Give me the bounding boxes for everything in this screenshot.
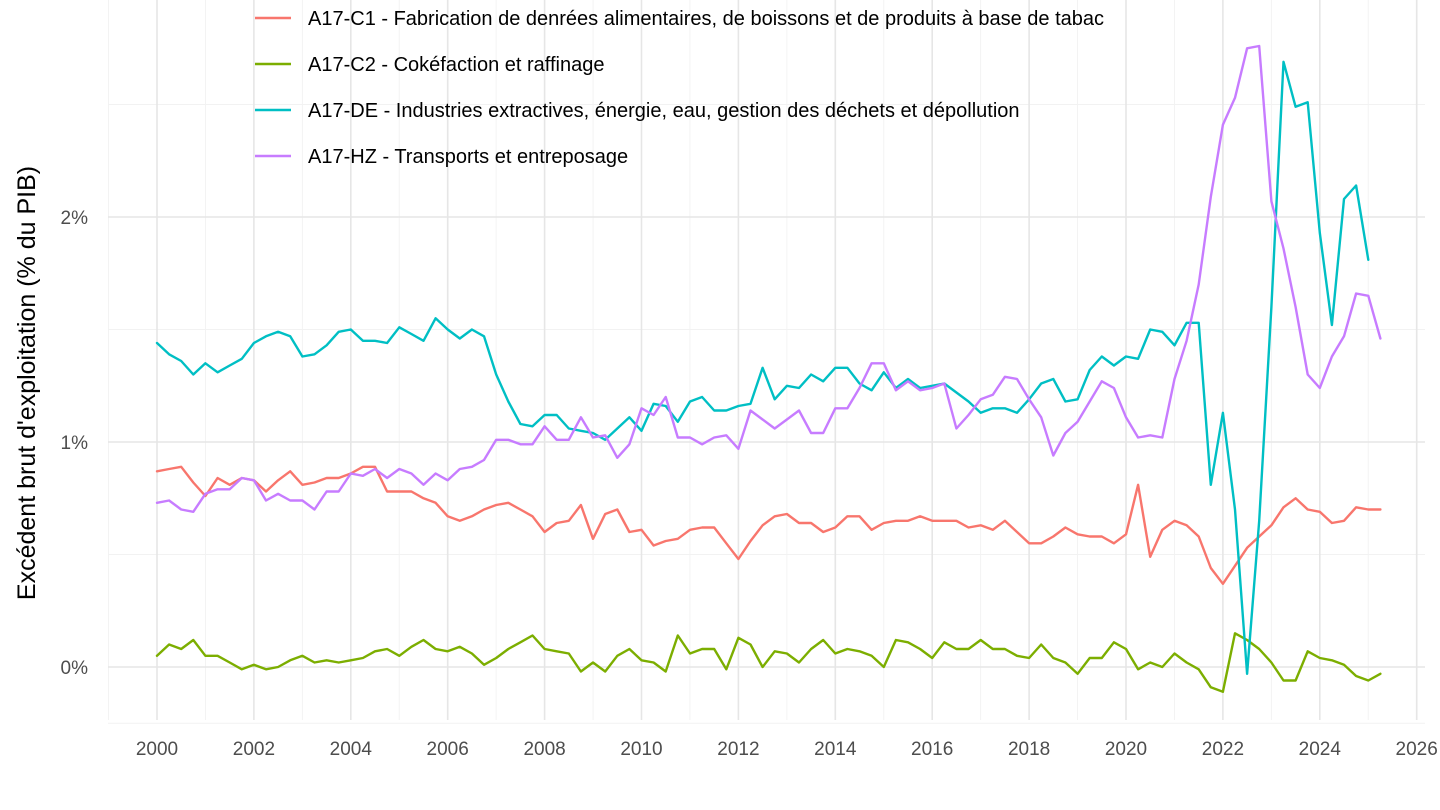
series-line-3 xyxy=(155,60,1370,675)
major-gridlines xyxy=(108,0,1425,720)
x-tick-label: 2020 xyxy=(1105,739,1147,760)
x-tick-label: 2022 xyxy=(1202,739,1244,760)
x-tick-label: 2024 xyxy=(1299,739,1342,760)
x-tick-label: 2004 xyxy=(330,739,373,760)
x-tick-label: 2008 xyxy=(523,739,565,760)
legend-item: A17-HZ - Transports et entreposage xyxy=(255,146,628,168)
x-tick-label: 2006 xyxy=(427,739,469,760)
x-tick-label: 2016 xyxy=(911,739,953,760)
x-tick-label: 2002 xyxy=(233,739,275,760)
x-tick-label: 2014 xyxy=(814,739,857,760)
legend-label: A17-DE - Industries extractives, énergie… xyxy=(308,100,1020,122)
legend-label: A17-C2 - Cokéfaction et raffinage xyxy=(308,54,604,76)
series-line-2 xyxy=(155,632,1382,693)
x-tick-label: 2000 xyxy=(136,739,178,760)
x-tick-label: 2012 xyxy=(717,739,759,760)
series-lines xyxy=(155,44,1382,693)
minor-gridlines xyxy=(108,0,1425,724)
y-tick-label: 1% xyxy=(61,433,89,454)
y-axis-tick-labels: 0% 1% 2% xyxy=(61,208,89,679)
y-axis-title: Excédent brut d'exploitation (% du PIB) xyxy=(13,166,41,600)
x-tick-label: 2026 xyxy=(1396,739,1438,760)
legend-item: A17-DE - Industries extractives, énergie… xyxy=(255,100,1020,122)
legend-label: A17-HZ - Transports et entreposage xyxy=(308,146,628,168)
x-axis-tick-labels: 2000 2002 2004 2006 2008 2010 2012 2014 2016 2018… xyxy=(136,739,1438,760)
legend: A17-C1 - Fabrication de denrées alimenta… xyxy=(255,8,1104,168)
legend-item: A17-C2 - Cokéfaction et raffinage xyxy=(255,54,604,76)
legend-label: A17-C1 - Fabrication de denrées alimenta… xyxy=(308,8,1104,30)
series-line-1 xyxy=(155,465,1382,585)
x-tick-label: 2018 xyxy=(1008,739,1050,760)
legend-item: A17-C1 - Fabrication de denrées alimenta… xyxy=(255,8,1104,30)
series-line-4 xyxy=(155,44,1382,513)
y-tick-label: 0% xyxy=(61,658,89,679)
y-tick-label: 2% xyxy=(61,208,89,229)
x-tick-label: 2010 xyxy=(620,739,662,760)
